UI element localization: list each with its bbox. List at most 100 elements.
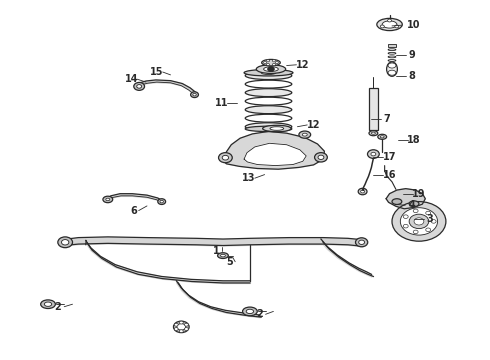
- Circle shape: [272, 63, 275, 66]
- Ellipse shape: [137, 85, 142, 88]
- Ellipse shape: [270, 127, 284, 130]
- Ellipse shape: [245, 72, 292, 80]
- Circle shape: [275, 62, 278, 64]
- Ellipse shape: [245, 89, 292, 96]
- Ellipse shape: [380, 136, 384, 138]
- Ellipse shape: [388, 53, 396, 54]
- Ellipse shape: [377, 18, 402, 31]
- Ellipse shape: [356, 238, 368, 247]
- Circle shape: [174, 323, 178, 326]
- Bar: [388, 44, 396, 47]
- Ellipse shape: [45, 302, 52, 306]
- Text: 10: 10: [407, 20, 421, 30]
- Ellipse shape: [191, 92, 198, 98]
- Text: 7: 7: [384, 114, 391, 124]
- Ellipse shape: [245, 123, 292, 131]
- Ellipse shape: [193, 94, 196, 96]
- Circle shape: [174, 328, 178, 330]
- Circle shape: [409, 214, 429, 229]
- Circle shape: [414, 218, 424, 225]
- Polygon shape: [223, 131, 324, 169]
- Circle shape: [403, 215, 408, 219]
- Ellipse shape: [218, 253, 228, 258]
- Ellipse shape: [318, 155, 324, 159]
- Ellipse shape: [315, 153, 327, 162]
- Circle shape: [264, 62, 267, 64]
- Circle shape: [380, 25, 384, 28]
- Ellipse shape: [246, 309, 254, 314]
- Circle shape: [431, 220, 436, 223]
- Circle shape: [403, 224, 408, 228]
- Circle shape: [267, 60, 270, 62]
- Ellipse shape: [106, 198, 110, 201]
- Text: 1: 1: [213, 246, 220, 256]
- Ellipse shape: [256, 65, 286, 73]
- Ellipse shape: [134, 82, 145, 90]
- Ellipse shape: [219, 153, 232, 163]
- Ellipse shape: [103, 196, 113, 203]
- Ellipse shape: [263, 125, 291, 132]
- Ellipse shape: [388, 56, 396, 58]
- Ellipse shape: [388, 70, 396, 75]
- Ellipse shape: [299, 131, 311, 138]
- Ellipse shape: [261, 71, 276, 75]
- Ellipse shape: [245, 106, 292, 114]
- Text: 2: 2: [54, 302, 61, 312]
- Ellipse shape: [243, 307, 257, 316]
- Text: 4: 4: [408, 200, 415, 210]
- Bar: [369, 88, 378, 130]
- Text: 9: 9: [408, 50, 415, 60]
- Ellipse shape: [392, 199, 402, 204]
- Text: 14: 14: [124, 74, 138, 84]
- Text: 6: 6: [130, 206, 137, 216]
- Text: 15: 15: [150, 67, 164, 77]
- Ellipse shape: [387, 62, 397, 76]
- Ellipse shape: [173, 321, 189, 333]
- Text: 13: 13: [242, 173, 256, 183]
- Ellipse shape: [388, 63, 396, 68]
- Circle shape: [268, 67, 274, 72]
- Ellipse shape: [244, 69, 293, 76]
- Circle shape: [392, 202, 446, 241]
- Circle shape: [395, 25, 399, 28]
- Text: 3: 3: [427, 213, 434, 224]
- Text: 18: 18: [407, 135, 421, 145]
- Circle shape: [426, 228, 431, 231]
- Ellipse shape: [361, 190, 365, 193]
- Text: 2: 2: [256, 309, 263, 319]
- Ellipse shape: [371, 132, 375, 134]
- Ellipse shape: [41, 300, 55, 309]
- Circle shape: [272, 60, 275, 62]
- Ellipse shape: [220, 254, 225, 257]
- Ellipse shape: [158, 199, 166, 204]
- Ellipse shape: [378, 134, 387, 139]
- Circle shape: [267, 63, 270, 66]
- Circle shape: [413, 209, 418, 213]
- Text: 16: 16: [383, 170, 396, 180]
- Circle shape: [184, 328, 188, 330]
- Ellipse shape: [245, 126, 292, 131]
- Polygon shape: [244, 143, 306, 166]
- Ellipse shape: [245, 114, 292, 122]
- Polygon shape: [386, 189, 425, 209]
- Ellipse shape: [62, 240, 69, 245]
- Text: 17: 17: [383, 152, 396, 162]
- Text: 11: 11: [215, 98, 228, 108]
- Circle shape: [179, 321, 183, 324]
- Ellipse shape: [264, 67, 278, 71]
- Ellipse shape: [58, 237, 73, 248]
- Text: 5: 5: [226, 257, 233, 267]
- Text: 8: 8: [408, 71, 415, 81]
- Ellipse shape: [177, 324, 186, 330]
- Ellipse shape: [245, 80, 292, 88]
- Text: 12: 12: [296, 60, 310, 70]
- Ellipse shape: [359, 240, 365, 244]
- Ellipse shape: [388, 49, 396, 50]
- Ellipse shape: [222, 155, 228, 160]
- Circle shape: [426, 211, 431, 215]
- Circle shape: [400, 208, 438, 235]
- Ellipse shape: [262, 59, 280, 66]
- Ellipse shape: [409, 201, 419, 207]
- Ellipse shape: [302, 133, 307, 136]
- Circle shape: [179, 330, 183, 333]
